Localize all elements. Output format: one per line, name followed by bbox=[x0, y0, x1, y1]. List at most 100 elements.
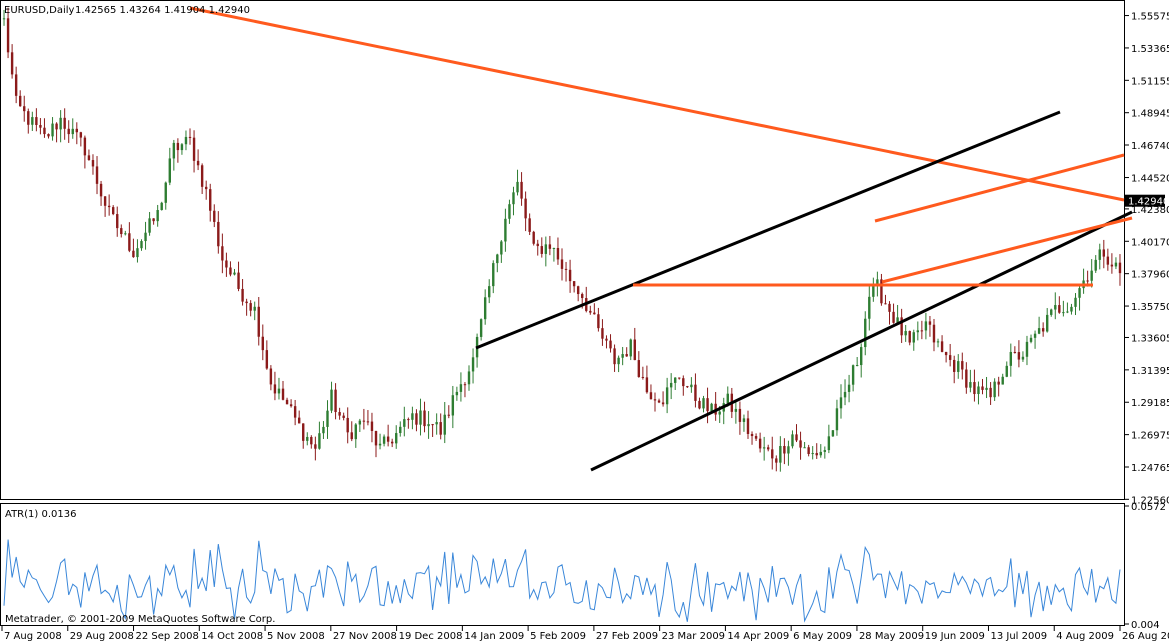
candle-body bbox=[1005, 365, 1008, 377]
candle-body bbox=[552, 247, 556, 249]
candle-body bbox=[124, 233, 127, 235]
candle-body bbox=[556, 247, 560, 260]
candle-body bbox=[302, 423, 305, 441]
candle-body bbox=[443, 414, 446, 435]
candle-body bbox=[767, 447, 770, 450]
candle-body bbox=[896, 317, 899, 323]
candle-body bbox=[229, 267, 232, 275]
candle-body bbox=[524, 198, 527, 219]
candle-body bbox=[762, 447, 766, 449]
atr-line bbox=[3, 539, 1121, 623]
candle-body bbox=[888, 303, 891, 312]
candle-body bbox=[973, 382, 976, 395]
black-channel-lower bbox=[590, 210, 1133, 472]
candle-body bbox=[633, 339, 636, 361]
orange-trendline-descending bbox=[189, 6, 1125, 202]
candle-body bbox=[172, 142, 176, 159]
candle-body bbox=[872, 283, 875, 297]
candle-body bbox=[1058, 305, 1061, 313]
price-axis: 1.55575 1.53365 1.51155 1.48945 1.46740 1.445… bbox=[1125, 12, 1169, 506]
candle-body bbox=[694, 384, 697, 401]
candle-body bbox=[605, 338, 608, 341]
candle-body bbox=[463, 384, 467, 386]
time-tick-label: 26 Aug 2009 bbox=[1122, 631, 1169, 642]
candle-body bbox=[1070, 306, 1073, 312]
candle-body bbox=[645, 377, 649, 393]
candle-body bbox=[1050, 309, 1053, 315]
candle-body bbox=[362, 420, 366, 422]
candle-body bbox=[326, 410, 329, 427]
candle-body bbox=[936, 341, 940, 343]
time-tick-label: 13 Jul 2009 bbox=[990, 631, 1047, 642]
candle-body bbox=[176, 142, 180, 151]
candle-body bbox=[111, 207, 115, 215]
time-tick-label: 6 May 2009 bbox=[793, 631, 852, 642]
candle-body bbox=[241, 288, 244, 302]
candle-body bbox=[293, 406, 297, 418]
candle-body bbox=[350, 432, 353, 440]
candle-body bbox=[55, 123, 58, 130]
candle-body bbox=[572, 281, 576, 287]
candle-body bbox=[289, 404, 293, 407]
candle-body bbox=[884, 303, 887, 305]
candle-body bbox=[908, 331, 911, 343]
candle-body bbox=[399, 426, 402, 434]
candle-body bbox=[965, 369, 968, 388]
candle-body bbox=[993, 381, 996, 398]
black-channel-upper bbox=[475, 110, 1061, 350]
time-tick-label: 5 Feb 2009 bbox=[530, 631, 586, 642]
time-tick-label: 28 May 2009 bbox=[859, 631, 924, 642]
time-tick-label: 23 Mar 2009 bbox=[662, 631, 725, 642]
candle-body bbox=[1054, 305, 1057, 310]
candle-body bbox=[738, 408, 742, 422]
candle-body bbox=[997, 381, 1000, 385]
candle-body bbox=[31, 117, 34, 125]
candle-body bbox=[144, 232, 147, 242]
candle-body bbox=[488, 286, 491, 298]
candle-body bbox=[95, 166, 99, 184]
candle-body bbox=[629, 339, 632, 357]
candle-body bbox=[213, 210, 216, 222]
candle-body bbox=[924, 321, 928, 331]
candle-body bbox=[1066, 311, 1069, 313]
candle-body bbox=[839, 397, 843, 409]
candle-body bbox=[1062, 312, 1065, 314]
candle-body bbox=[544, 244, 548, 254]
atr-indicator bbox=[3, 539, 1121, 623]
candle-body bbox=[516, 181, 519, 193]
candle-body bbox=[310, 436, 313, 445]
candle-body bbox=[847, 384, 851, 392]
candle-body bbox=[6, 18, 10, 53]
candle-body bbox=[35, 117, 38, 125]
candle-body bbox=[1106, 256, 1110, 265]
candle-body bbox=[653, 399, 657, 401]
candle-body bbox=[47, 134, 50, 137]
candle-body bbox=[439, 422, 442, 435]
candle-body bbox=[467, 371, 471, 385]
candle-body bbox=[880, 279, 883, 304]
atr-title: ATR(1) 0.0136 bbox=[5, 509, 76, 520]
candle-body bbox=[576, 286, 580, 295]
candle-body bbox=[581, 294, 584, 299]
candle-body bbox=[423, 410, 426, 427]
candle-body bbox=[621, 354, 624, 358]
candle-body bbox=[23, 106, 26, 112]
candle-body bbox=[855, 365, 859, 367]
candle-body bbox=[625, 354, 628, 357]
candle-body bbox=[43, 127, 46, 135]
candle-body bbox=[1033, 333, 1037, 338]
candle-body bbox=[560, 259, 564, 269]
copyright-label: Metatrader, © 2001-2009 MetaQuotes Softw… bbox=[5, 614, 275, 625]
candle-body bbox=[168, 158, 171, 183]
candle-body bbox=[520, 181, 523, 199]
candle-body bbox=[981, 386, 984, 390]
candle-body bbox=[51, 123, 54, 137]
candle-body bbox=[479, 319, 483, 337]
candle-body bbox=[273, 384, 277, 394]
candle-body bbox=[831, 430, 835, 437]
candle-body bbox=[795, 434, 798, 441]
time-tick-label: 7 Aug 2008 bbox=[4, 631, 62, 642]
candle-body bbox=[1041, 328, 1045, 332]
candle-body bbox=[2, 18, 6, 20]
